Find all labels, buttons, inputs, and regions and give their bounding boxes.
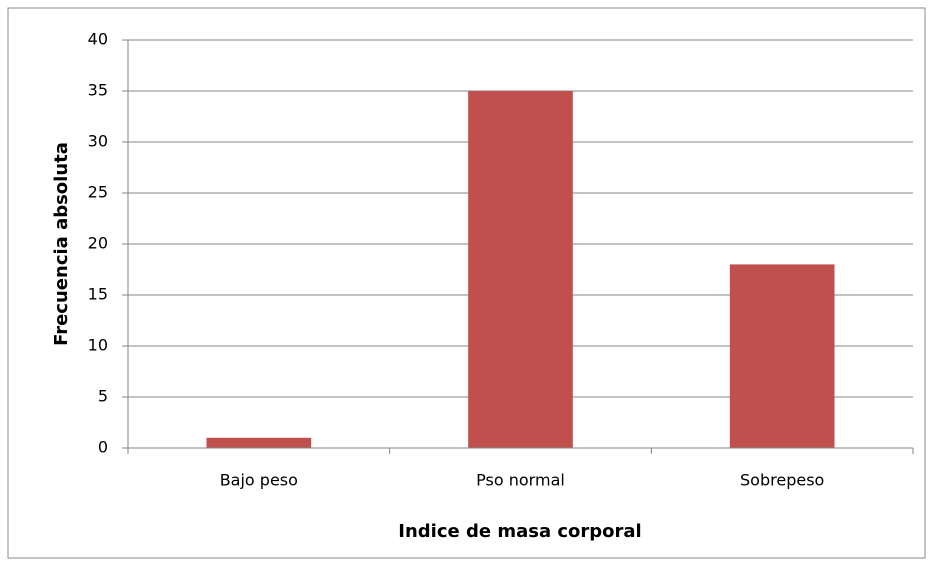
y-axis-title: Frecuencia absoluta: [51, 142, 72, 346]
x-tick-label: Sobrepeso: [740, 471, 824, 490]
y-tick-label: 25: [88, 183, 108, 202]
bar: [729, 264, 835, 448]
x-axis-title: Indice de masa corporal: [398, 521, 641, 542]
y-tick-label: 5: [98, 387, 108, 406]
y-tick-label: 20: [88, 234, 108, 253]
bar: [206, 437, 312, 448]
y-tick-label: 15: [88, 285, 108, 304]
x-tick-label: Pso normal: [476, 471, 565, 490]
y-tick-label: 35: [88, 81, 108, 100]
bar: [468, 91, 573, 448]
x-tick-label: Bajo peso: [220, 471, 298, 490]
y-tick-label: 30: [88, 132, 108, 151]
y-tick-label: 40: [88, 30, 108, 49]
y-tick-label: 0: [98, 438, 108, 457]
y-tick-label: 10: [88, 336, 108, 355]
